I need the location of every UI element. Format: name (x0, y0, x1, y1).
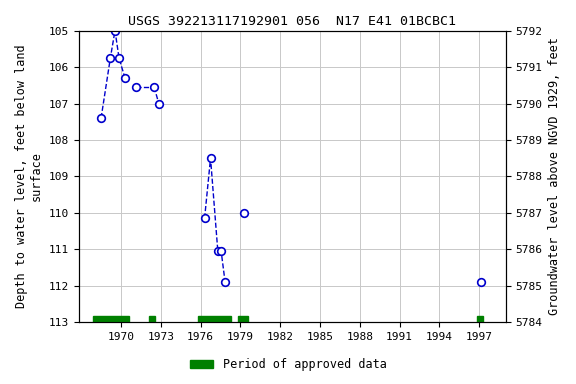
Bar (93, 316, 129, 329)
Bar (477, 316, 483, 329)
Title: USGS 392213117192901 056  N17 E41 01BCBC1: USGS 392213117192901 056 N17 E41 01BCBC1 (128, 15, 456, 28)
Legend: Period of approved data: Period of approved data (185, 354, 391, 376)
Y-axis label: Depth to water level, feet below land
surface: Depth to water level, feet below land su… (15, 45, 43, 308)
Y-axis label: Groundwater level above NGVD 1929, feet: Groundwater level above NGVD 1929, feet (548, 38, 561, 315)
Bar (149, 316, 156, 329)
Bar (198, 316, 231, 329)
Bar (238, 316, 248, 329)
